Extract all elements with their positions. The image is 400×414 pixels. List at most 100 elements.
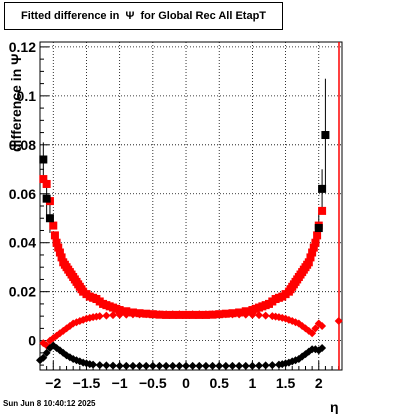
diamond-marker (128, 361, 137, 370)
diamond-marker (261, 361, 270, 370)
square-marker (57, 253, 66, 262)
diamond-marker (318, 343, 327, 352)
square-marker (49, 221, 58, 230)
y-tick-label: 0.04 (9, 235, 36, 251)
diamond-marker (188, 310, 197, 319)
timestamp-footer: Sun Jun 8 10:40:12 2025 (3, 399, 96, 408)
square-marker (42, 179, 51, 188)
diamond-marker (122, 310, 131, 319)
x-tick-label: −1 (112, 375, 128, 391)
diamond-marker (102, 361, 111, 370)
diamond-marker (175, 310, 184, 319)
y-tick-label: 0.12 (9, 39, 36, 55)
diamond-marker (135, 361, 144, 370)
diamond-marker (228, 361, 237, 370)
x-tick-label: 0.5 (209, 375, 229, 391)
diamond-marker (201, 361, 210, 370)
chart-title-box: Fitted difference in Ψ for Global Rec Al… (4, 2, 283, 30)
y-tick-label: 0.1 (17, 88, 37, 104)
diamond-marker (208, 310, 217, 319)
square-marker (50, 231, 59, 240)
square-marker (52, 238, 61, 247)
diamond-marker (268, 361, 277, 370)
diamond-marker (95, 361, 104, 370)
square-marker (318, 206, 327, 215)
x-tick-label: −1.5 (73, 375, 101, 391)
diamond-marker (235, 361, 244, 370)
diamond-marker (182, 310, 191, 319)
diamond-marker (148, 310, 157, 319)
diamond-marker (135, 310, 144, 319)
square-marker (311, 238, 320, 247)
y-tick-label: 0 (28, 333, 36, 349)
data-points (36, 131, 343, 370)
diamond-marker (318, 321, 327, 330)
diamond-marker (39, 353, 48, 362)
diamond-marker (115, 310, 124, 319)
square-marker (54, 243, 63, 252)
y-tick-labels: 0 0.02 0.04 0.06 0.08 0.1 0.12 (9, 39, 36, 349)
diamond-marker (142, 361, 151, 370)
diamond-marker (115, 361, 124, 370)
x-tick-label: 2 (315, 375, 323, 391)
square-marker (309, 243, 318, 252)
square-marker (313, 231, 322, 240)
diamond-marker (168, 361, 177, 370)
diamond-marker (162, 310, 171, 319)
chart-title: Fitted difference in Ψ for Global Rec Al… (20, 10, 267, 22)
diamond-marker (195, 310, 204, 319)
diamond-marker (122, 361, 131, 370)
diamond-marker (142, 310, 151, 319)
error-bars (42, 78, 326, 243)
y-axis-title: difference in Ψ (8, 54, 24, 152)
square-marker (39, 175, 48, 184)
square-marker (304, 258, 313, 267)
y-tick-label: 0.06 (9, 186, 36, 202)
diamond-marker (208, 361, 217, 370)
diamond-marker (311, 324, 320, 333)
diamond-marker (162, 361, 171, 370)
square-marker (42, 194, 51, 203)
diamond-marker (175, 361, 184, 370)
diamond-marker (148, 361, 157, 370)
diamond-marker (128, 310, 137, 319)
square-marker (321, 131, 330, 140)
diamond-marker (255, 311, 264, 320)
diamond-marker (168, 310, 177, 319)
diamond-marker (155, 310, 164, 319)
square-marker (45, 214, 54, 223)
diamond-marker (248, 361, 257, 370)
diamond-marker (195, 361, 204, 370)
x-tick-label: −0.5 (139, 375, 167, 391)
diamond-marker (215, 310, 224, 319)
square-marker (39, 155, 48, 164)
diamond-marker (308, 329, 317, 338)
x-tick-labels: −2 −1.5 −1 −0.5 0 0.5 1 1.5 2 (45, 375, 323, 391)
x-tick-label: 0 (182, 375, 190, 391)
diamond-marker (188, 361, 197, 370)
square-marker (55, 248, 64, 257)
diamond-marker (241, 310, 250, 319)
diamond-marker (261, 311, 270, 320)
diamond-marker (155, 361, 164, 370)
diamond-marker (241, 361, 250, 370)
diamond-marker (42, 348, 51, 357)
square-marker (308, 248, 317, 257)
x-axis-title: η (330, 399, 339, 414)
diamond-marker (228, 310, 237, 319)
diamond-marker (255, 361, 264, 370)
square-marker (115, 306, 124, 315)
diamond-marker (109, 311, 118, 320)
y-tick-label: 0.08 (9, 137, 36, 153)
x-tick-label: 1 (248, 375, 256, 391)
diamond-marker (89, 360, 98, 369)
diamond-marker (215, 361, 224, 370)
square-marker (318, 184, 327, 193)
diamond-marker (95, 312, 104, 321)
square-marker (314, 224, 323, 233)
diamond-marker (221, 361, 230, 370)
diamond-marker (235, 310, 244, 319)
diamond-marker (182, 361, 191, 370)
diamond-marker (102, 311, 111, 320)
